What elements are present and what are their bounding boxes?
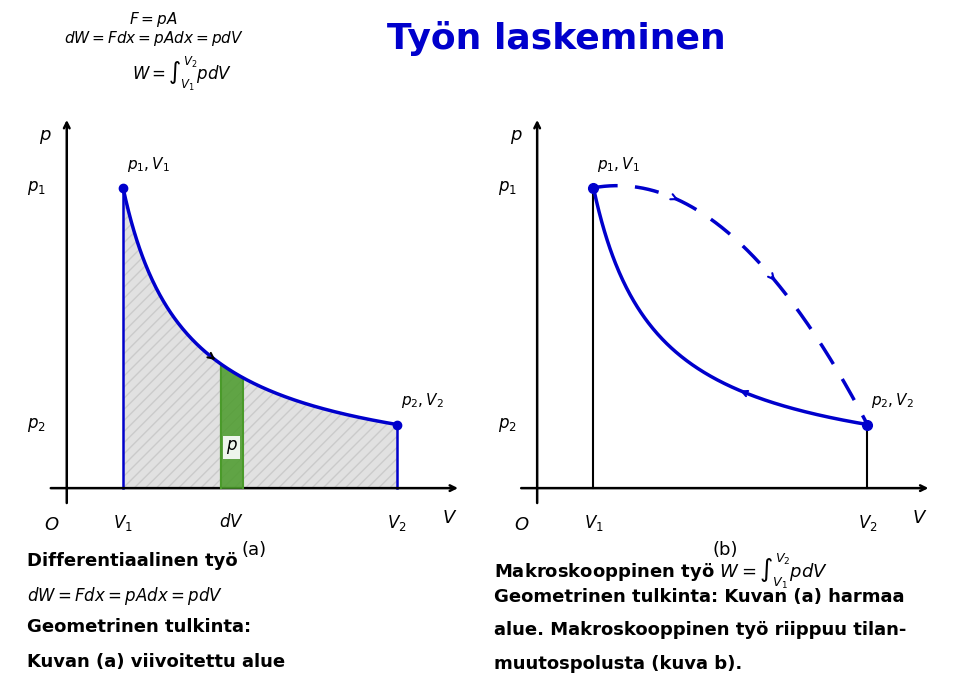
Text: $dV$: $dV$	[220, 513, 245, 531]
Text: $p_2, V_2$: $p_2, V_2$	[871, 391, 914, 411]
Text: (b): (b)	[712, 541, 737, 559]
Text: $p_1, V_1$: $p_1, V_1$	[597, 154, 640, 174]
Text: Kuvan (a) viivoitettu alue: Kuvan (a) viivoitettu alue	[27, 653, 285, 671]
Polygon shape	[221, 364, 243, 488]
Text: $dW = Fdx = pAdx = pdV$: $dW = Fdx = pAdx = pdV$	[63, 29, 244, 48]
Text: $V$: $V$	[912, 509, 927, 527]
Text: Makroskooppinen työ $W = \int_{V_1}^{V_2} pdV$: Makroskooppinen työ $W = \int_{V_1}^{V_2…	[494, 552, 828, 591]
Text: $O$: $O$	[44, 516, 60, 535]
Text: $p_1$: $p_1$	[27, 179, 46, 197]
Text: $p_1$: $p_1$	[497, 179, 516, 197]
Text: muutospolusta (kuva b).: muutospolusta (kuva b).	[494, 655, 742, 672]
Text: $V_2$: $V_2$	[857, 513, 877, 533]
Text: $V$: $V$	[442, 509, 457, 527]
Text: $p_1, V_1$: $p_1, V_1$	[127, 154, 170, 174]
Text: $p_2$: $p_2$	[497, 415, 516, 433]
Text: $p_2$: $p_2$	[27, 415, 46, 433]
Text: Differentiaalinen työ: Differentiaalinen työ	[27, 552, 238, 570]
Text: Geometrinen tulkinta: Kuvan (a) harmaa: Geometrinen tulkinta: Kuvan (a) harmaa	[494, 588, 904, 606]
Text: $p_2, V_2$: $p_2, V_2$	[400, 391, 444, 411]
Text: Työn laskeminen: Työn laskeminen	[388, 21, 726, 56]
Text: $V_1$: $V_1$	[584, 513, 603, 533]
Text: $F = pA$: $F = pA$	[130, 10, 178, 30]
Text: $p$: $p$	[226, 438, 238, 456]
Text: $V_2$: $V_2$	[387, 513, 407, 533]
Text: Geometrinen tulkinta:: Geometrinen tulkinta:	[27, 619, 252, 637]
Text: alue. Makroskooppinen työ riippuu tilan-: alue. Makroskooppinen työ riippuu tilan-	[494, 621, 906, 639]
Text: $dW = Fdx = pAdx = pdV$: $dW = Fdx = pAdx = pdV$	[27, 585, 224, 607]
Text: $W = \int_{V_1}^{V_2} pdV$: $W = \int_{V_1}^{V_2} pdV$	[132, 55, 232, 93]
Text: $p$: $p$	[510, 127, 522, 146]
Text: $V_1$: $V_1$	[113, 513, 132, 533]
Text: $p$: $p$	[39, 127, 52, 146]
Text: (a): (a)	[242, 541, 267, 559]
Text: $O$: $O$	[515, 516, 530, 535]
